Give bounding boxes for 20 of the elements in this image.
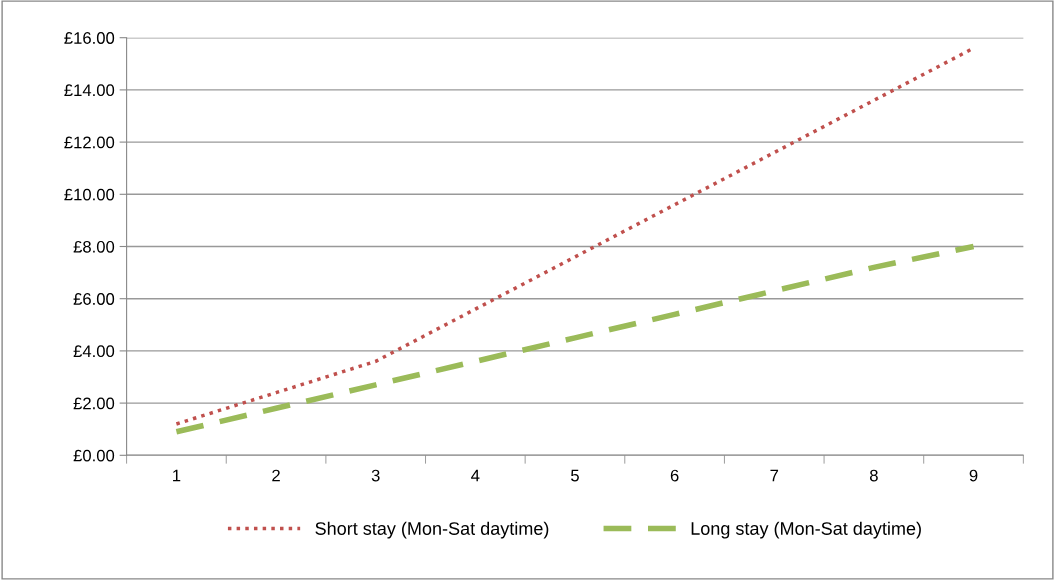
legend-label: Short stay (Mon-Sat daytime) [315,521,549,539]
legend-label: Long stay (Mon-Sat daytime) [691,521,921,539]
x-tick-label: 1 [173,469,181,482]
x-tick-label: 2 [272,469,280,482]
y-tick-label: £16.00 [64,32,115,44]
x-tick-label: 9 [969,469,978,482]
y-tick-label: £0.00 [73,449,115,462]
x-tick-label: 3 [371,469,380,482]
y-tick-label: £14.00 [64,84,115,97]
y-tick-label: £4.00 [73,345,115,358]
x-tick-label: 5 [571,469,579,482]
y-tick-label: £8.00 [73,240,115,253]
x-tick-label: 8 [869,469,878,482]
x-tick-label: 7 [770,469,779,482]
x-tick-label: 6 [670,469,679,482]
x-tick-label: 4 [471,469,480,482]
y-tick-label: £10.00 [64,188,115,201]
y-tick-label: £12.00 [64,136,115,149]
y-tick-label: £2.00 [73,397,115,410]
y-tick-label: £6.00 [73,293,115,305]
